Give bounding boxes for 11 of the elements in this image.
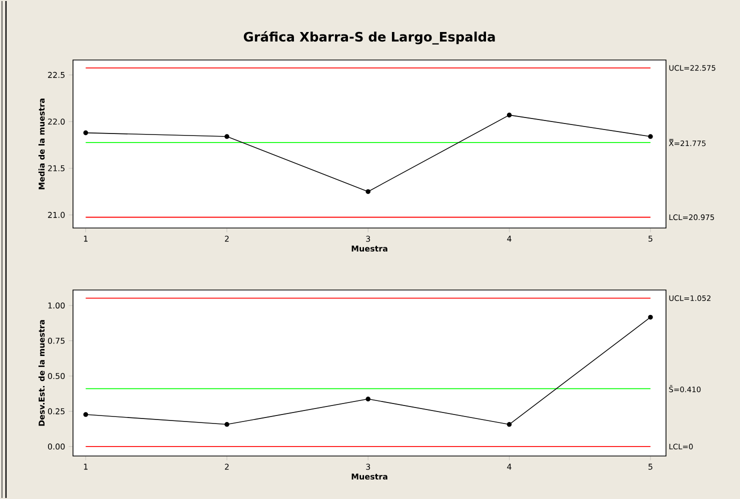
point xyxy=(506,422,512,427)
point xyxy=(224,134,230,139)
point xyxy=(366,396,370,402)
point xyxy=(648,134,653,139)
point xyxy=(648,314,653,320)
point xyxy=(83,412,88,417)
chart-title: Gráfica Xbarra-S de Largo_Espalda xyxy=(244,31,495,45)
point xyxy=(366,189,370,194)
point xyxy=(83,130,88,136)
point xyxy=(224,422,230,427)
point xyxy=(506,112,512,118)
